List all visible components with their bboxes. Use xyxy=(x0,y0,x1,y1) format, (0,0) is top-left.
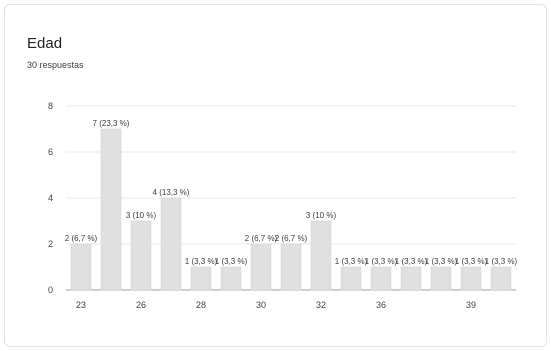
data-label: 1 (3,3 %) xyxy=(185,257,218,266)
bar xyxy=(340,266,362,291)
x-tick-label: 39 xyxy=(466,300,476,310)
bar xyxy=(400,266,422,291)
y-tick-label: 4 xyxy=(48,193,53,203)
x-tick-label: 36 xyxy=(376,300,386,310)
bar xyxy=(310,220,332,291)
x-tick-label: 30 xyxy=(256,300,266,310)
data-label: 1 (3,3 %) xyxy=(335,257,368,266)
bar xyxy=(430,266,452,291)
data-label: 1 (3,3 %) xyxy=(485,257,518,266)
data-label: 2 (6,7 %) xyxy=(275,234,308,243)
data-label: 2 (6,7 %) xyxy=(65,234,98,243)
y-tick-label: 6 xyxy=(48,147,53,157)
response-count: 30 respuestas xyxy=(27,60,84,70)
bar xyxy=(280,243,302,291)
bar xyxy=(490,266,512,291)
bar xyxy=(130,220,152,291)
data-label: 2 (6,7 %) xyxy=(245,234,278,243)
data-label: 1 (3,3 %) xyxy=(455,257,488,266)
x-tick-label: 23 xyxy=(76,300,86,310)
data-label: 1 (3,3 %) xyxy=(365,257,398,266)
data-label: 1 (3,3 %) xyxy=(425,257,458,266)
data-label: 3 (10 %) xyxy=(126,211,157,220)
data-label: 7 (23,3 %) xyxy=(93,119,130,128)
bar xyxy=(160,197,182,291)
bar xyxy=(460,266,482,291)
bar xyxy=(370,266,392,291)
x-tick-label: 32 xyxy=(316,300,326,310)
y-tick-label: 2 xyxy=(48,239,53,249)
bar xyxy=(220,266,242,291)
data-label: 4 (13,3 %) xyxy=(153,188,190,197)
bar xyxy=(70,243,92,291)
y-tick-label: 0 xyxy=(48,285,53,295)
y-tick-label: 8 xyxy=(48,101,53,111)
bar xyxy=(250,243,272,291)
data-label: 3 (10 %) xyxy=(306,211,337,220)
x-tick-label: 28 xyxy=(196,300,206,310)
bar xyxy=(190,266,212,291)
data-label: 1 (3,3 %) xyxy=(215,257,248,266)
question-title: Edad xyxy=(27,35,63,52)
data-label: 1 (3,3 %) xyxy=(395,257,428,266)
x-tick-label: 26 xyxy=(136,300,146,310)
bar xyxy=(100,128,122,291)
